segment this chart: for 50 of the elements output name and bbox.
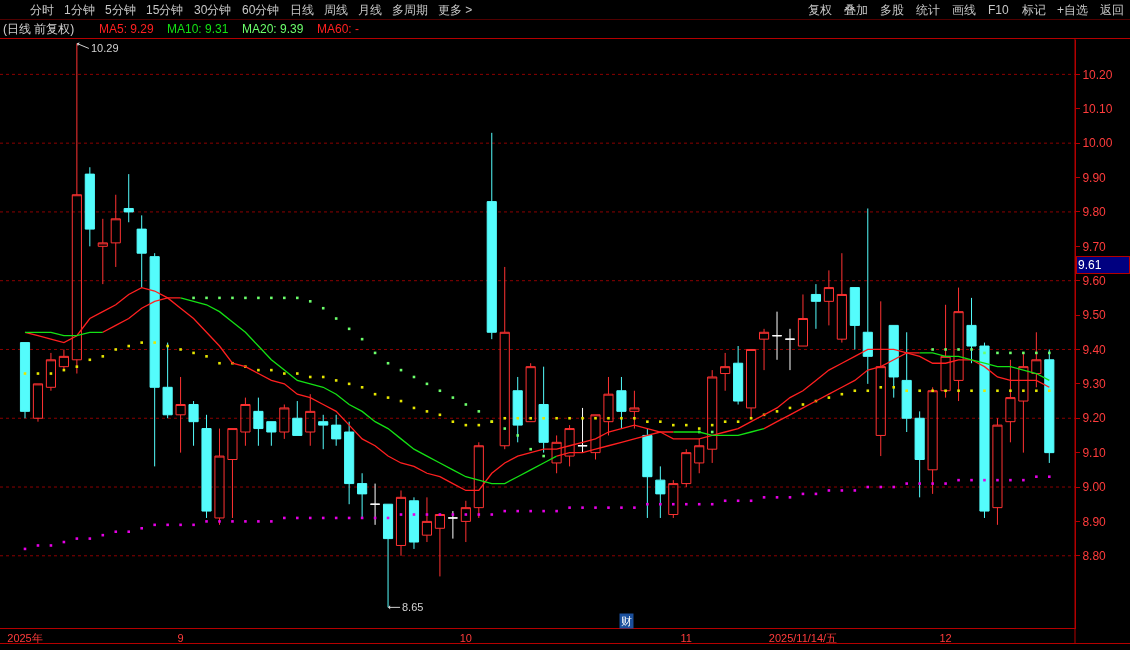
text: 周线 [324, 3, 348, 17]
y-tick-label: 8.90 [1082, 514, 1107, 529]
y-tick-label: 9.50 [1082, 308, 1107, 323]
y-tick-label: 9.30 [1082, 377, 1107, 392]
text: MA5: 9.29 [99, 22, 155, 36]
y-tick-label: 9.70 [1082, 239, 1107, 254]
x-tick-label: 11 [680, 632, 692, 645]
x-tick-label: 12 [939, 632, 952, 645]
y-tick-label: 9.20 [1082, 411, 1107, 426]
text: 返回 [1100, 3, 1124, 17]
text: 5分钟 [105, 3, 136, 17]
text: 标记 [1021, 3, 1046, 17]
chart-title: (日线 前复权) [3, 22, 75, 37]
x-tick-label: 9 [177, 632, 184, 645]
text: 30分钟 [194, 3, 232, 17]
text: 15分钟 [146, 3, 184, 17]
text: 多周期 [392, 3, 428, 17]
text: F10 [988, 3, 1009, 17]
y-tick-label: 9.80 [1082, 205, 1107, 220]
y-tick-label: 10.10 [1082, 101, 1113, 116]
text: 画线 [952, 3, 976, 17]
x-tick-label: 2025年 [7, 632, 43, 645]
y-tick-label: 8.80 [1082, 548, 1107, 563]
text: 叠加 [844, 3, 868, 17]
text: 更多 > [438, 3, 473, 17]
text: 分时 [30, 3, 54, 17]
text: 9.61 [1078, 258, 1102, 272]
text: 60分钟 [242, 3, 280, 17]
x-tick-label: 2025/11/14/五 [768, 632, 838, 645]
y-tick-label: 10.00 [1082, 136, 1113, 151]
text: 月线 [358, 3, 382, 17]
legend-label: MA60: - [317, 22, 360, 36]
y-tick-label: 9.10 [1082, 445, 1107, 460]
y-tick-label: 9.90 [1082, 170, 1107, 185]
text: MA20: 9.39 [242, 22, 304, 36]
y-tick-label: 9.40 [1082, 342, 1107, 357]
text: 复权 [808, 3, 832, 17]
y-tick-label: 9.00 [1082, 480, 1107, 495]
y-tick-label: 10.20 [1082, 67, 1113, 82]
x-tick-label: 10 [459, 632, 472, 645]
annotation: 8.65 [402, 601, 424, 613]
annotation: 财 [621, 615, 632, 627]
text: 统计 [916, 3, 940, 17]
text: MA10: 9.31 [167, 22, 229, 36]
text: 1分钟 [64, 3, 95, 17]
y-tick-label: 9.60 [1082, 273, 1107, 288]
text: 日线 [290, 3, 314, 17]
text: 多股 [880, 3, 904, 17]
annotation: 10.29 [91, 42, 119, 54]
text: +自选 [1057, 3, 1089, 17]
